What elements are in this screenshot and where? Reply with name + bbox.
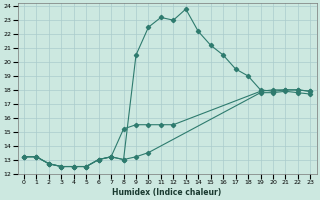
X-axis label: Humidex (Indice chaleur): Humidex (Indice chaleur) (113, 188, 222, 197)
